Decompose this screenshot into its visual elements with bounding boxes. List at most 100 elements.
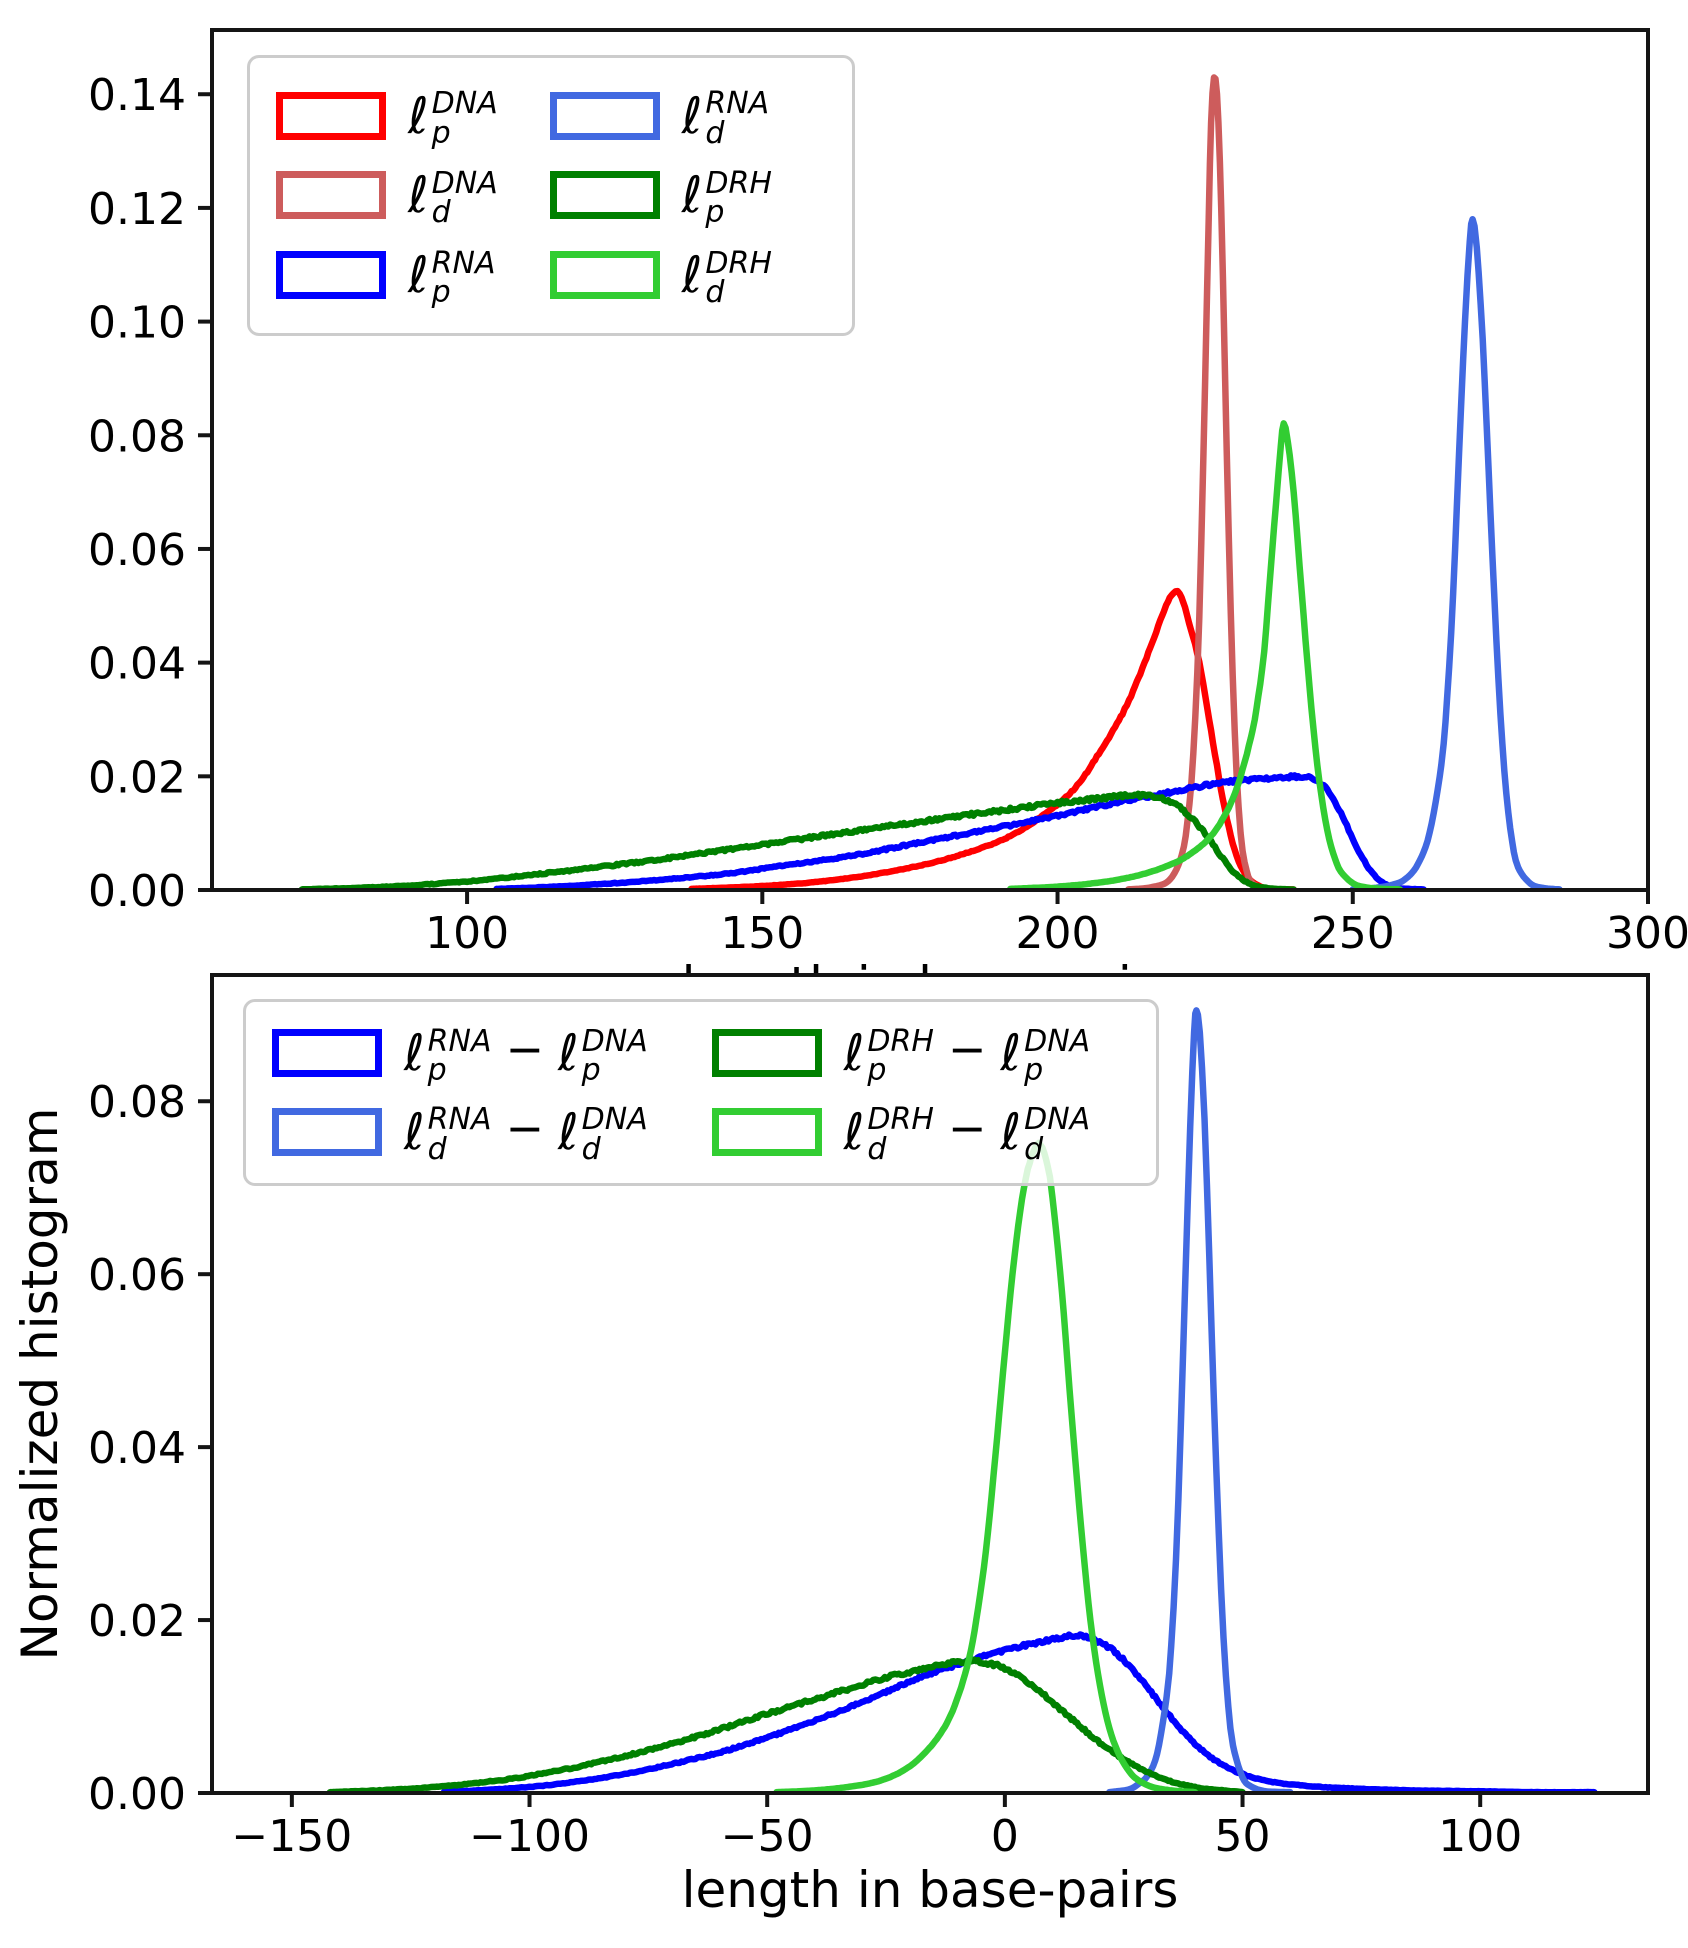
x-tick-label-bottom: −50 (721, 1811, 814, 1862)
ell-symbol: ℓ (1000, 1102, 1022, 1161)
x-tick-label-top: 200 (1016, 908, 1100, 959)
y-tick-label-bottom: 0.06 (88, 1250, 186, 1301)
legend-swatch-lp-RNA-minus-lp-DNA (272, 1029, 382, 1078)
legend-label: ℓ DNA p (408, 86, 498, 151)
y-tick-label-bottom: 0.08 (88, 1077, 186, 1128)
y-tick-label-top: 0.02 (88, 752, 186, 803)
superscript: DRH (705, 166, 772, 202)
script-stack: DNA p (1024, 1023, 1091, 1089)
axes-bottom: −150 −100 −50 0 50 100 0.00 0.02 0.04 0.06 0.08 (88, 973, 1650, 1862)
ell-symbol: ℓ (404, 1024, 425, 1083)
ell-symbol: ℓ (681, 166, 703, 225)
series-lp-RNA (493, 772, 1427, 890)
legend-entry-ld-RNA-minus-ld-DNA: ℓ RNA d − ℓ DNA d (272, 1100, 648, 1167)
legend-entry-ld-RNA: ℓ RNA d (549, 86, 772, 149)
legend-label: ℓ DRH d − ℓ DNA d (843, 1100, 1091, 1167)
series-ld-DNA (1125, 74, 1286, 890)
subscript: p (431, 115, 451, 151)
x-tick-label-top: 300 (1606, 908, 1688, 959)
script-stack: DNA d (431, 168, 498, 231)
minus-sign: − (947, 1022, 987, 1077)
script-stack: DNA d (581, 1105, 648, 1167)
legend-swatch-ld-DRH (549, 251, 660, 300)
superscript: DRH (867, 1102, 934, 1138)
series-lp-RNA-minus-lp-DNA (440, 1631, 1598, 1793)
x-tick-label-bottom: −100 (469, 1811, 590, 1862)
subscript: p (1024, 1053, 1044, 1089)
legend-swatch-ld-RNA (549, 91, 660, 140)
script-stack: DNA p (581, 1023, 648, 1086)
script-stack: RNA d (427, 1105, 492, 1167)
subscript: d (581, 1131, 601, 1167)
legend-entry-lp-DRH-minus-lp-DNA: ℓ DRH p − ℓ DNA p (711, 1022, 1091, 1089)
axes-top: 100 150 200 250 300 0.00 0.02 0.04 0.06 0.08 0.10 0… (88, 28, 1688, 959)
legend-label: ℓ DRH p (681, 166, 772, 228)
legend-swatch-ld-RNA-minus-ld-DNA (272, 1107, 382, 1156)
subscript: p (427, 1053, 447, 1089)
subscript: d (867, 1131, 887, 1167)
ell-symbol: ℓ (408, 86, 429, 145)
superscript: DRH (705, 245, 772, 281)
x-tick-label-top: 150 (720, 908, 804, 959)
script-stack: DNA d (1024, 1102, 1091, 1167)
y-tick-label-top: 0.12 (88, 184, 186, 235)
series-ld-RNA (1349, 215, 1563, 890)
series-ld-DRH-minus-ld-DNA (773, 1139, 1199, 1793)
series-ld-RNA-minus-ld-DNA (1106, 1007, 1294, 1793)
script-stack: DRH d (867, 1102, 934, 1167)
script-stack: DRH p (705, 166, 772, 228)
series-lp-DRH (298, 790, 1297, 890)
minus-sign: − (505, 1100, 545, 1155)
y-tick-label-top: 0.04 (88, 639, 186, 690)
script-stack: RNA p (427, 1023, 492, 1089)
series-lp-DNA (688, 587, 1297, 890)
superscript: RNA (431, 245, 496, 281)
series-ld-DRH (1007, 420, 1404, 890)
legend-entry-ld-DNA: ℓ DNA d (276, 166, 498, 231)
ell-symbol: ℓ (681, 246, 703, 305)
series-lp-DRH-minus-lp-DNA (326, 1656, 1246, 1793)
superscript: DRH (867, 1023, 934, 1059)
legend-label: ℓ RNA p (408, 245, 496, 311)
x-tick-label-bottom: 100 (1438, 1811, 1522, 1862)
minus-sign: − (947, 1100, 987, 1155)
legend-entry-lp-RNA-minus-lp-DNA: ℓ RNA p − ℓ DNA p (272, 1022, 648, 1089)
ell-symbol: ℓ (843, 1102, 865, 1161)
y-tick-label-top: 0.06 (88, 525, 186, 576)
y-tick-label-top: 0.14 (88, 70, 186, 121)
legend-label: ℓ RNA d (681, 86, 770, 149)
top-xlabel-clipped: length in base-pairs (212, 957, 1648, 976)
ell-symbol: ℓ (408, 246, 429, 305)
legend-label: ℓ RNA p − ℓ DNA p (404, 1022, 648, 1089)
y-tick-label-bottom: 0.00 (88, 1769, 186, 1820)
script-stack: DRH d (705, 245, 772, 308)
y-tick-label-top: 0.08 (88, 411, 186, 462)
subscript: d (431, 195, 451, 231)
script-stack: DRH p (867, 1023, 934, 1089)
superscript: DNA (581, 1023, 648, 1059)
subscript: p (867, 1053, 887, 1089)
superscript: RNA (705, 86, 770, 122)
subscript: p (431, 275, 451, 311)
minus-sign: − (505, 1022, 545, 1077)
superscript: DNA (1024, 1102, 1091, 1138)
legend-swatch-ld-DNA (276, 171, 386, 220)
x-tick-label-bottom: 0 (991, 1811, 1019, 1862)
superscript: DNA (1024, 1023, 1091, 1059)
superscript: DNA (431, 86, 498, 122)
x-tick-label-bottom: 50 (1215, 1811, 1271, 1862)
ell-symbol: ℓ (1000, 1024, 1022, 1083)
subscript: d (427, 1131, 447, 1167)
legend-entry-lp-DRH: ℓ DRH p (549, 166, 772, 228)
superscript: RNA (427, 1023, 492, 1059)
legend-entry-ld-DRH: ℓ DRH d (549, 245, 772, 308)
ell-symbol: ℓ (843, 1024, 865, 1083)
legend-swatch-lp-DRH-minus-lp-DNA (711, 1029, 822, 1078)
x-tick-label-bottom: −150 (231, 1811, 352, 1862)
ell-symbol: ℓ (408, 166, 429, 225)
legend-entry-lp-DNA: ℓ DNA p (276, 86, 498, 151)
subscript: d (1024, 1131, 1044, 1167)
ell-symbol: ℓ (681, 86, 703, 145)
